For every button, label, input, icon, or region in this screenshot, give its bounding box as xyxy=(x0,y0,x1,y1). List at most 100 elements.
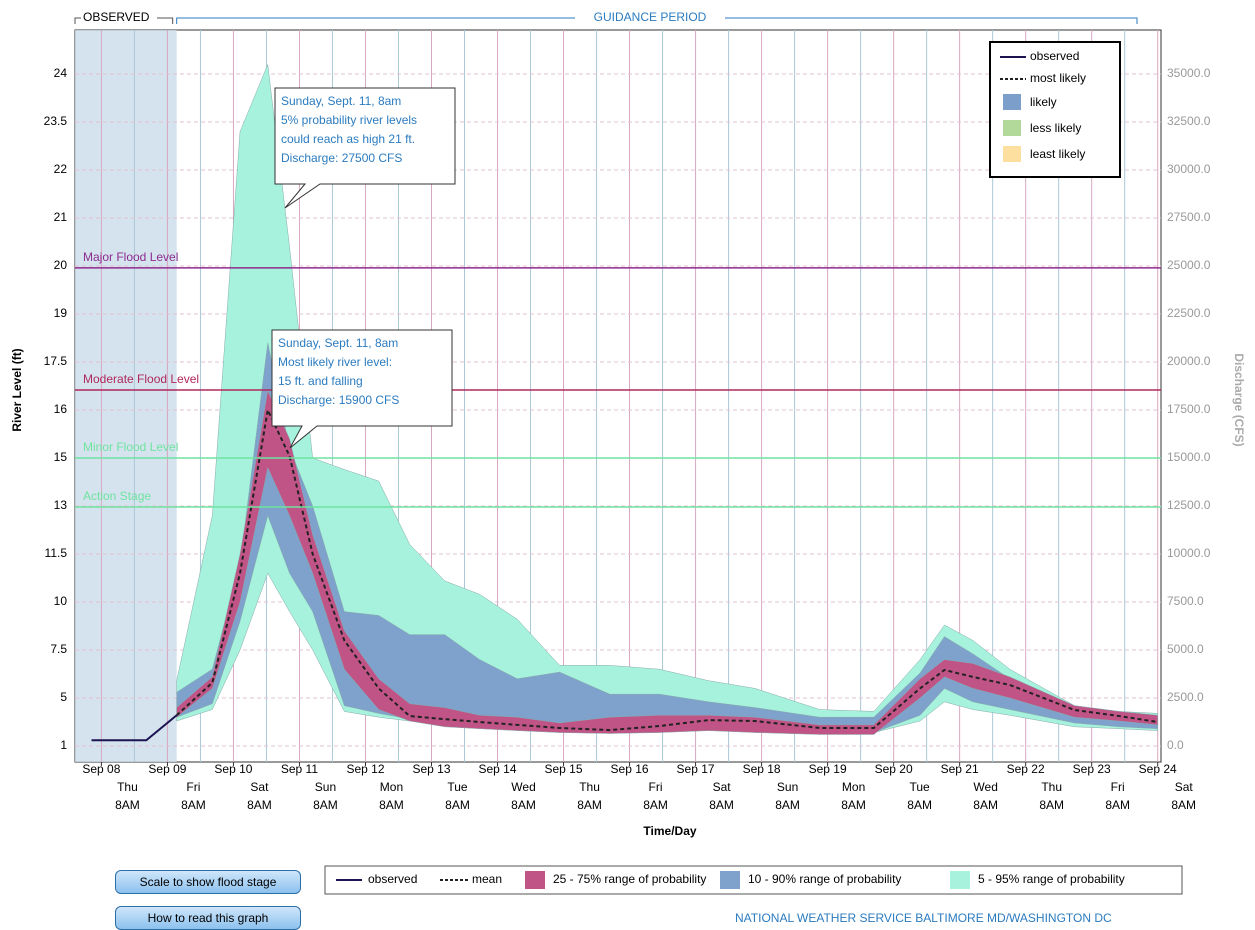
legend-swatch xyxy=(1003,120,1021,136)
y2-tick-label: 30000.0 xyxy=(1167,162,1211,176)
x-tick-label: Sep 15 xyxy=(545,762,583,776)
y2-tick-label: 0.0 xyxy=(1167,738,1184,752)
flood-level-label: Action Stage xyxy=(83,489,151,503)
weekday-label: Wed xyxy=(511,780,535,794)
hour-label: 8AM xyxy=(1105,798,1130,812)
legend-label: least likely xyxy=(1030,147,1085,161)
flood-level-label: Minor Flood Level xyxy=(83,440,178,454)
x-tick-label: Sep 13 xyxy=(412,762,450,776)
y-tick-label: 17.5 xyxy=(44,354,68,368)
y2-axis-title: Discharge (CFS) xyxy=(1232,353,1246,446)
x-tick-label: Sep 08 xyxy=(82,762,120,776)
callout-text: 5% probability river levels xyxy=(281,113,417,127)
y-axis-title: River Level (ft) xyxy=(10,348,24,431)
header-bg xyxy=(575,10,725,26)
weekday-label: Tue xyxy=(910,780,931,794)
x-tick-label: Sep 22 xyxy=(1007,762,1045,776)
hour-label: 8AM xyxy=(181,798,206,812)
y-tick-label: 22 xyxy=(54,162,68,176)
hour-label: 8AM xyxy=(1171,798,1196,812)
y2-tick-label: 7500.0 xyxy=(1167,594,1204,608)
mean-line xyxy=(175,406,1158,732)
legend-swatch xyxy=(525,871,545,889)
legend-label: 25 - 75% range of probability xyxy=(553,872,706,886)
x-tick-label: Sep 14 xyxy=(478,762,516,776)
y2-tick-label: 15000.0 xyxy=(1167,450,1211,464)
weekday-label: Sat xyxy=(713,780,732,794)
y-tick-label: 16 xyxy=(54,402,68,416)
y-tick-label: 23.5 xyxy=(44,114,68,128)
legend-swatch xyxy=(950,871,970,889)
callout-text: Sunday, Sept. 11, 8am xyxy=(281,94,401,108)
x-tick-label: Sep 09 xyxy=(148,762,186,776)
legend-label: likely xyxy=(1030,95,1057,109)
observed-region xyxy=(75,30,177,762)
weekday-label: Fri xyxy=(1111,780,1125,794)
hour-label: 8AM xyxy=(907,798,932,812)
y2-tick-label: 25000.0 xyxy=(1167,258,1211,272)
x-tick-label: Sep 10 xyxy=(214,762,252,776)
x-tick-label: Sep 11 xyxy=(281,762,318,776)
y-tick-label: 7.5 xyxy=(50,642,67,656)
y2-tick-label: 10000.0 xyxy=(1167,546,1211,560)
y-tick-label: 20 xyxy=(54,258,68,272)
weekday-label: Fri xyxy=(186,780,200,794)
legend-swatch xyxy=(1003,146,1021,162)
callout-text: could reach as high 21 ft. xyxy=(281,132,415,146)
y2-tick-label: 35000.0 xyxy=(1167,66,1211,80)
x-tick-label: Sep 19 xyxy=(809,762,847,776)
legend-label: 5 - 95% range of probability xyxy=(978,872,1125,886)
y-tick-label: 19 xyxy=(54,306,68,320)
header-label: GUIDANCE PERIOD xyxy=(594,10,707,24)
weekday-label: Thu xyxy=(1041,780,1062,794)
button[interactable]: Scale to show flood stage xyxy=(115,870,301,894)
y2-tick-label: 2500.0 xyxy=(1167,690,1204,704)
hour-label: 8AM xyxy=(709,798,734,812)
hour-label: 8AM xyxy=(1039,798,1064,812)
callout-text: Most likely river level: xyxy=(278,355,392,369)
y2-tick-label: 27500.0 xyxy=(1167,210,1211,224)
weekday-label: Thu xyxy=(579,780,600,794)
weekday-label: Mon xyxy=(380,780,403,794)
legend-label: mean xyxy=(472,872,502,886)
x-tick-label: Sep 23 xyxy=(1073,762,1111,776)
x-tick-label: Sep 21 xyxy=(941,762,979,776)
weekday-label: Sat xyxy=(1175,780,1194,794)
y2-tick-label: 20000.0 xyxy=(1167,354,1211,368)
hour-label: 8AM xyxy=(247,798,272,812)
weekday-label: Mon xyxy=(842,780,865,794)
callout-text: 15 ft. and falling xyxy=(278,374,363,388)
y-tick-label: 10 xyxy=(54,594,68,608)
y-tick-label: 5 xyxy=(60,690,67,704)
x-tick-label: Sep 16 xyxy=(611,762,649,776)
x-tick-label: Sep 17 xyxy=(677,762,715,776)
observed-line xyxy=(91,714,178,742)
y-tick-label: 15 xyxy=(54,450,68,464)
x-tick-label: Sep 12 xyxy=(346,762,384,776)
x-tick-label: Sep 24 xyxy=(1139,762,1177,776)
weekday-label: Sun xyxy=(315,780,336,794)
callout-text: Sunday, Sept. 11, 8am xyxy=(278,336,398,350)
hour-label: 8AM xyxy=(643,798,668,812)
header-label: OBSERVED xyxy=(83,10,150,24)
y-tick-label: 13 xyxy=(54,498,68,512)
y-tick-label: 1 xyxy=(60,738,67,752)
y2-tick-label: 12500.0 xyxy=(1167,498,1211,512)
hour-label: 8AM xyxy=(841,798,866,812)
hour-label: 8AM xyxy=(511,798,536,812)
y-tick-label: 11.5 xyxy=(45,546,68,560)
callout-text: Discharge: 27500 CFS xyxy=(281,151,402,165)
weekday-label: Wed xyxy=(973,780,997,794)
legend-swatch xyxy=(720,871,740,889)
hour-label: 8AM xyxy=(973,798,998,812)
hour-label: 8AM xyxy=(445,798,470,812)
y2-tick-label: 22500.0 xyxy=(1167,306,1211,320)
weekday-label: Fri xyxy=(649,780,663,794)
button[interactable]: How to read this graph xyxy=(115,906,301,930)
y2-tick-label: 32500.0 xyxy=(1167,114,1211,128)
x-tick-label: Sep 20 xyxy=(875,762,913,776)
legend-label: observed xyxy=(368,872,417,886)
hour-label: 8AM xyxy=(775,798,800,812)
